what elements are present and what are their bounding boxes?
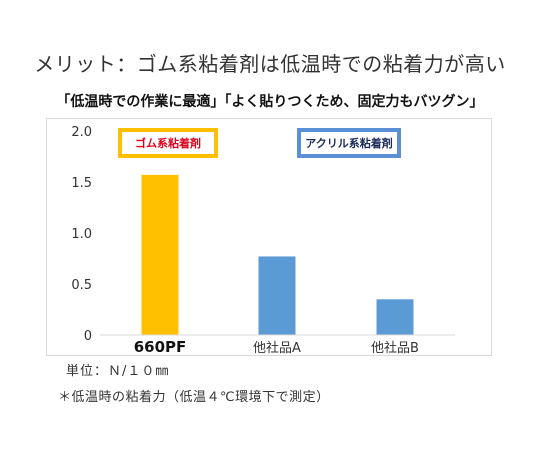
legend-acrylic-label: アクリル系粘着剤 <box>305 137 393 150</box>
x-category-label: 他社品A <box>253 340 301 356</box>
chart-title: メリット：ゴム系粘着剤は低温時での粘着力が高い <box>34 52 506 76</box>
x-category-label: 660PF <box>134 338 187 356</box>
x-category-label: 他社品B <box>371 340 419 356</box>
legend-rubber-adhesive: ゴム系粘着剤 <box>118 128 218 158</box>
bar-2 <box>376 299 414 335</box>
legend-rubber-label: ゴム系粘着剤 <box>135 137 201 150</box>
y-tick-label: 2.0 <box>71 125 92 140</box>
unit-label: 単位：Ｎ/１０㎜ <box>66 364 170 379</box>
y-tick-label: 0 <box>84 329 92 344</box>
measurement-note: ＊低温時の粘着力（低温４℃環境下で測定） <box>58 390 330 405</box>
chart-subtitle: 「低温時での作業に最適」「よく貼りつくため、固定力もバツグン」 <box>56 94 484 110</box>
y-tick-label: 1.0 <box>71 227 92 242</box>
y-tick-label: 0.5 <box>71 278 92 293</box>
bar-0 <box>141 174 179 335</box>
bar-1 <box>258 256 296 335</box>
legend-acrylic-adhesive: アクリル系粘着剤 <box>297 128 401 158</box>
y-tick-label: 1.5 <box>71 176 92 191</box>
